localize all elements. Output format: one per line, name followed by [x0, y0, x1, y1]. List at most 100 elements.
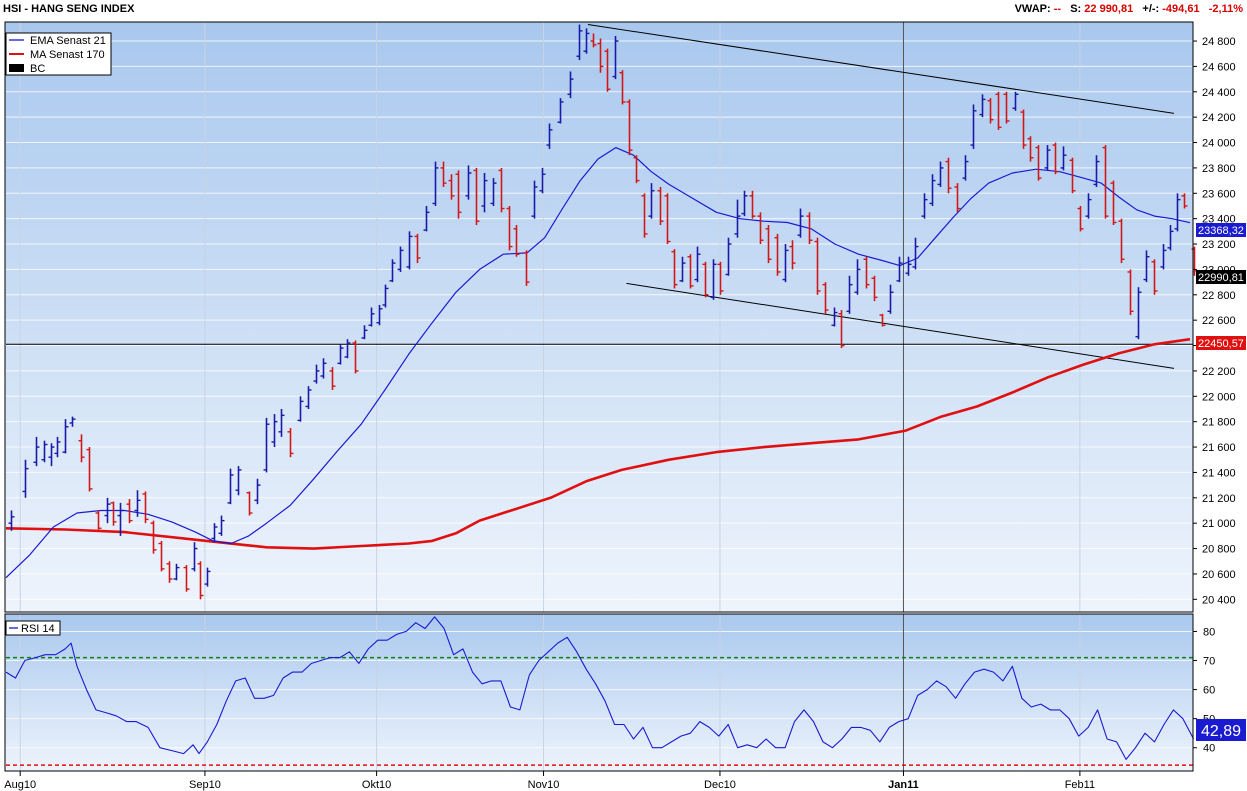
price-tick-label: 21 200 [1202, 493, 1236, 505]
rsi-14-line [5, 616, 1195, 760]
ohlc-bar [173, 563, 180, 581]
ohlc-bar [741, 190, 748, 217]
ohlc-bar [710, 259, 717, 300]
ohlc-bar [246, 491, 253, 516]
rsi-legend: RSI 14 [5, 620, 61, 636]
ohlc-bar [896, 256, 903, 283]
price-gridlines [6, 40, 1193, 600]
ohlc-bar [539, 167, 546, 194]
ohlc-bar [117, 502, 124, 536]
ohlc-bars [8, 24, 1198, 600]
price-tick-label: 24 000 [1202, 138, 1236, 150]
bc-legend-swatch [9, 64, 24, 72]
ohlc-bar [921, 193, 928, 219]
chart-title: HSI - HANG SENG INDEX [3, 3, 135, 15]
ohlc-bar [1135, 287, 1142, 340]
rsi-tick-label: 70 [1203, 656, 1215, 668]
price-tick-label: 24 200 [1202, 112, 1236, 124]
ohlc-bar [376, 304, 383, 326]
ohlc-bar [110, 501, 117, 526]
rsi-tick-label: 40 [1203, 743, 1215, 755]
ohlc-bar [227, 468, 234, 505]
ohlc-bar [1102, 145, 1109, 219]
ohlc-bar [782, 244, 789, 283]
date-tick-label: Sep10 [189, 779, 221, 791]
ema-value-badge: 23368,32 [1196, 223, 1246, 237]
price-tick-label: 20 800 [1202, 544, 1236, 556]
ohlc-bar [546, 123, 553, 149]
price-axis: 20 400 20 600 20 800 21 000 21 200 21 400 21 6… [1193, 36, 1236, 606]
ohlc-bar [498, 167, 505, 213]
rsi-badge-box [1196, 719, 1246, 741]
ohlc-bar [382, 284, 389, 308]
price-tick-label: 22 000 [1202, 391, 1236, 403]
ohlc-bar [912, 237, 919, 270]
trendline [587, 24, 1175, 114]
price-tick-label: 24 800 [1202, 36, 1236, 48]
ohlc-bar [789, 240, 796, 270]
ohlc-bar [305, 386, 312, 409]
price-tick-label: 22 600 [1202, 315, 1236, 327]
ema-badge-box [1196, 223, 1246, 237]
ohlc-bar [597, 38, 604, 73]
ohlc-bar [320, 358, 327, 379]
ohlc-bar [1060, 146, 1067, 171]
ohlc-bar [150, 520, 157, 554]
change-percent: -2,11% [1208, 3, 1243, 15]
ohlc-bar [406, 231, 413, 270]
ohlc-bar [725, 237, 732, 276]
ohlc-bar [414, 233, 421, 264]
ohlc-bar [465, 165, 472, 200]
rsi-legend-box [5, 620, 61, 636]
ohlc-bar [361, 325, 368, 340]
ohlc-bar [86, 447, 93, 492]
ohlc-bar [506, 205, 513, 251]
price-tick-label: 21 800 [1202, 417, 1236, 429]
ohlc-bar [929, 174, 936, 206]
price-tick-label: 20 600 [1202, 569, 1236, 581]
ohlc-bar [863, 256, 870, 289]
ohlc-bar [134, 490, 141, 517]
close-badge-text: 22990,81 [1198, 272, 1244, 284]
ohlc-bar [1020, 109, 1027, 149]
ohlc-bar [183, 565, 190, 592]
ohlc-bar [717, 261, 724, 295]
ohlc-bar [1003, 91, 1010, 124]
rsi-panel-border [4, 613, 1194, 772]
ohlc-bar [455, 170, 462, 219]
ohlc-bar [54, 436, 61, 458]
vwap-label: VWAP: [1014, 3, 1051, 15]
header-bar: HSI - HANG SENG INDEX VWAP: -- S: 22 990… [0, 0, 1247, 22]
ohlc-bar [432, 161, 439, 206]
ohlc-bar [1127, 269, 1134, 316]
ema-legend-label: EMA Senast 21 [30, 35, 106, 47]
ohlc-bar [329, 367, 336, 390]
ohlc-bar [567, 71, 574, 99]
ohlc-bar [583, 28, 590, 54]
ohlc-bar [490, 178, 497, 206]
ma-badge-box [1196, 336, 1246, 350]
close-label: S: [1070, 3, 1082, 15]
ohlc-bar [1151, 259, 1158, 295]
rsi-tick-label: 80 [1203, 626, 1215, 638]
rsi-14-series [5, 616, 1195, 760]
ohlc-bar [218, 515, 225, 536]
ohlc-bar [954, 183, 961, 213]
ohlc-bar [142, 491, 149, 524]
ohlc-bar [344, 339, 351, 359]
vwap-value: -- [1053, 3, 1062, 15]
ohlc-bar [1143, 250, 1150, 283]
ohlc-bar [78, 434, 85, 463]
ohlc-bar [871, 275, 878, 302]
ohlc-bar [473, 167, 480, 226]
ohlc-bar [62, 419, 69, 454]
price-tick-label: 21 000 [1202, 518, 1236, 530]
price-tick-label: 22 200 [1202, 366, 1236, 378]
price-tick-label: 23 400 [1202, 214, 1236, 226]
ohlc-bar [235, 466, 242, 496]
ohlc-bar [337, 344, 344, 365]
ohlc-bar [702, 261, 709, 298]
ohlc-bar [1027, 136, 1034, 162]
date-axis: Aug10 Sep10 Okt10 Nov10 Dec10 Jan11 Feb11 [4, 771, 1095, 791]
